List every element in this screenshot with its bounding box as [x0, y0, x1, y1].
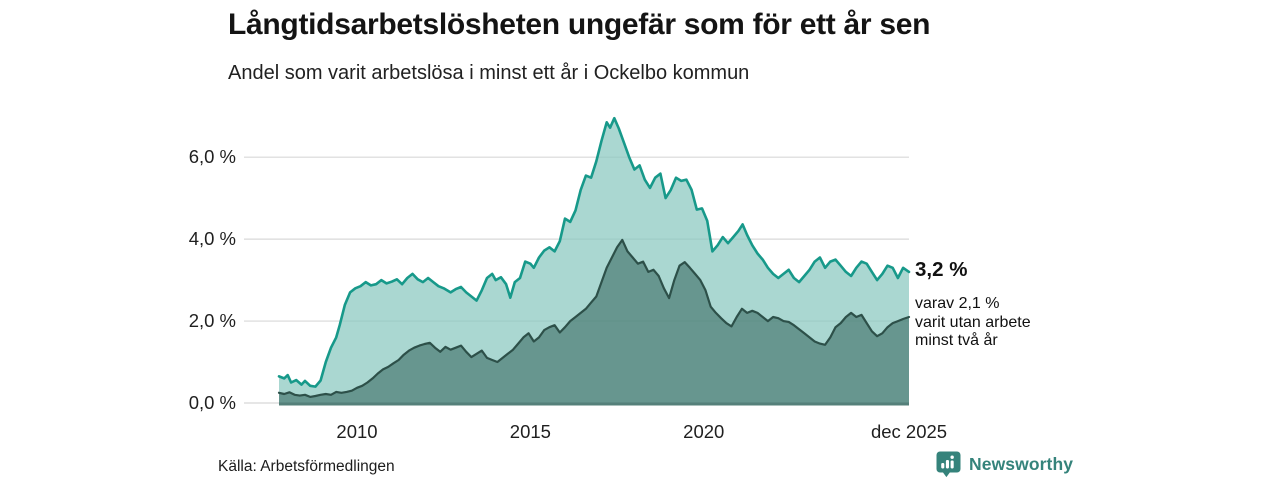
chart-subtitle: Andel som varit arbetslösa i minst ett å… [228, 62, 750, 84]
newsworthy-logo: Newsworthy [936, 451, 1073, 478]
secondary-value-label: varav 2,1 % varit utan arbete minst två … [915, 295, 1031, 351]
series-2-area [279, 239, 909, 403]
secondary-value-line: varit utan arbete [915, 313, 1031, 331]
series-2-line [277, 238, 911, 398]
logo-wordmark: Newsworthy [969, 454, 1074, 474]
latest-value-label: 3,2 % [915, 258, 968, 281]
y-tick-label: 0,0 % [188, 392, 236, 413]
bar-chart-badge-icon [936, 451, 961, 478]
secondary-value-line: minst två år [915, 332, 998, 349]
secondary-value-line: varav 2,1 % [915, 295, 1000, 312]
page-title: Långtidsarbetslösheten ungefär som för e… [228, 8, 931, 41]
source-caption: Källa: Arbetsförmedlingen [218, 458, 395, 475]
series-1-line [277, 116, 911, 388]
y-tick-label: 4,0 % [188, 228, 236, 250]
y-tick-label: 2,0 % [188, 310, 236, 332]
x-tick-label: 2010 [336, 421, 378, 442]
x-tick-label: 2020 [683, 421, 725, 442]
y-tick-label: 6,0 % [188, 146, 236, 168]
x-tick-label: 2015 [509, 421, 551, 442]
x-tick-label: dec 2025 [870, 421, 948, 442]
